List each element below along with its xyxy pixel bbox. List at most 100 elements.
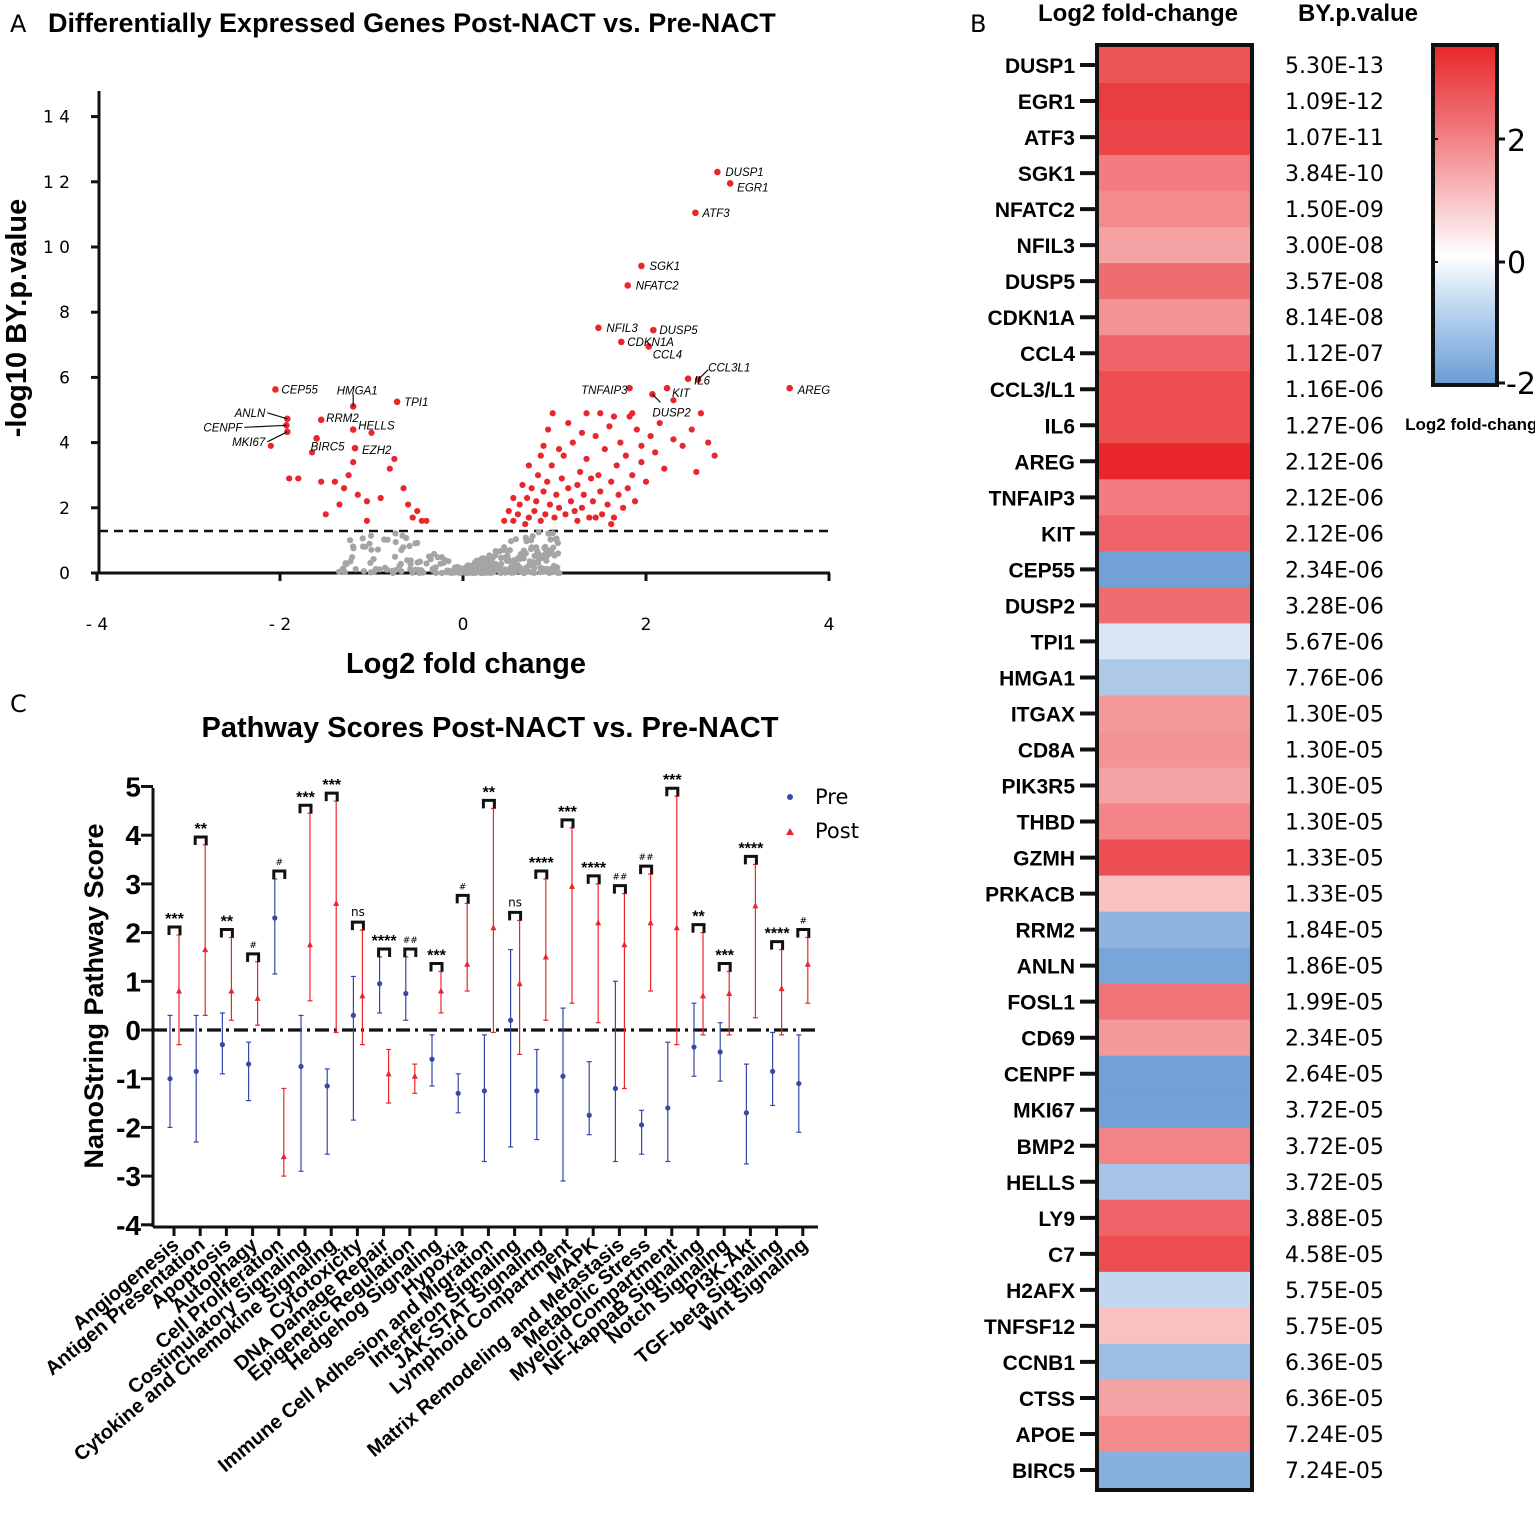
heatmap-cell (1097, 803, 1252, 841)
heatmap-pvalue: 1.86E-05 (1285, 955, 1384, 980)
volcano-point-ns (392, 530, 399, 537)
heatmap-pvalues: 5.30E-13 1.09E-12 1.07E-11 3.84E-10 1.50E-09… (1285, 54, 1384, 1484)
volcano-point (661, 465, 668, 472)
post-point (359, 992, 366, 999)
heatmap-gene-label: ITGAX (1011, 703, 1075, 726)
volcano-point (613, 462, 620, 469)
volcano-gene-label: CENPF (203, 422, 243, 434)
pre-point (770, 1068, 776, 1074)
pre-point (429, 1056, 435, 1062)
significance-label: # (459, 882, 467, 892)
volcano-point (638, 459, 645, 466)
significance-bracket (481, 798, 496, 809)
significance-bracket (691, 923, 706, 933)
colorbar-gradient (1431, 43, 1499, 387)
volcano-point (580, 491, 587, 498)
pathway-y-tick-label: -3 (116, 1161, 141, 1192)
significance-label: **** (738, 840, 764, 857)
volcano-point (574, 481, 581, 489)
volcano-point (345, 472, 352, 479)
volcano-point-ns (550, 567, 557, 575)
volcano-point-egr1 (726, 180, 734, 187)
volcano-point (679, 442, 686, 449)
volcano-gene-label: KIT (672, 388, 691, 400)
volcano-point (583, 410, 590, 417)
colorbar-label-2: 2 (1507, 124, 1526, 159)
volcano-point (670, 436, 677, 443)
volcano-point-ns (381, 536, 388, 543)
heatmap-gene-label: TPI1 (1031, 631, 1076, 654)
volcano-gene-label: DUSP1 (725, 167, 763, 179)
volcano-y-tick-label: 1 0 (43, 238, 70, 258)
volcano-point (571, 507, 578, 515)
pathway-error-bars (167, 795, 811, 1182)
volcano-point (620, 504, 627, 511)
volcano-point-ns (403, 534, 410, 542)
heatmap-cell (1097, 1343, 1252, 1381)
heatmap-gene-label: RRM2 (1015, 920, 1075, 943)
volcano-point (516, 501, 523, 508)
volcano-point-ns (406, 542, 413, 550)
significance-label: **** (372, 933, 398, 950)
volcano-point-ns (537, 564, 544, 571)
heatmap-gene-label: CD8A (1018, 739, 1075, 762)
pathway-y-tick-label: 3 (125, 869, 141, 900)
volcano-point-ns (512, 536, 520, 543)
panel-b-letter: B (970, 10, 986, 38)
significance-bracket (560, 818, 575, 828)
volcano-point-dusp5 (650, 326, 657, 334)
heatmap-gene-label: CCNB1 (1003, 1352, 1076, 1375)
volcano-point (386, 465, 393, 472)
volcano-point (546, 501, 554, 508)
volcano-point-tpi1 (393, 398, 401, 406)
heatmap-cell (1097, 1271, 1252, 1309)
heatmap-gene-label: HELLS (1006, 1172, 1075, 1195)
significance-bracket (403, 947, 418, 957)
volcano-point-ns (507, 538, 515, 545)
volcano-point (578, 504, 586, 511)
post-point (307, 941, 313, 948)
heatmap-cell (1097, 407, 1252, 444)
heatmap-cell (1097, 587, 1252, 624)
significance-label: # (276, 858, 284, 868)
volcano-point (589, 498, 597, 505)
volcano-point-ns (552, 536, 559, 543)
volcano-point (542, 511, 549, 518)
heatmap-gene-label: H2AFX (1006, 1280, 1075, 1303)
volcano-point (578, 429, 586, 436)
post-point (176, 987, 182, 994)
volcano-point (617, 439, 624, 446)
volcano-point (510, 517, 517, 524)
volcano-point-ns (396, 562, 403, 570)
heatmap-cells (1097, 47, 1252, 1489)
heatmap-gene-label: CDKN1A (987, 307, 1075, 330)
volcano-point-ns (427, 556, 434, 563)
pre-point (481, 1088, 487, 1094)
volcano-point-dusp1 (714, 168, 721, 176)
pre-point (560, 1073, 566, 1079)
heatmap-pvalue: 1.12E-07 (1285, 342, 1384, 367)
volcano-point (519, 481, 526, 489)
heatmap-cell (1097, 1307, 1252, 1345)
post-point (752, 902, 759, 909)
volcano-point (586, 514, 593, 521)
heatmap-pvalue: 1.07E-11 (1285, 126, 1384, 151)
post-point (804, 960, 811, 967)
heatmap-gene-label: GZMH (1013, 848, 1075, 871)
significance-bracket (246, 952, 261, 962)
heatmap-gene-label: DUSP1 (1005, 55, 1075, 78)
volcano-point (597, 488, 604, 495)
volcano-point-ns (429, 566, 436, 574)
heatmap-gene-label: AREG (1014, 451, 1075, 474)
volcano-point (350, 459, 357, 466)
volcano-point-nfil3 (595, 324, 602, 332)
volcano-point (711, 452, 718, 459)
volcano-point-ns (384, 566, 391, 573)
volcano-leader-line (697, 369, 709, 381)
volcano-point-ccl4 (645, 343, 653, 350)
volcano-point (569, 439, 576, 446)
volcano-point-atf3 (692, 209, 699, 217)
volcano-gene-label: CCL4 (653, 349, 682, 361)
pre-point (586, 1112, 592, 1118)
volcano-point (592, 514, 599, 521)
